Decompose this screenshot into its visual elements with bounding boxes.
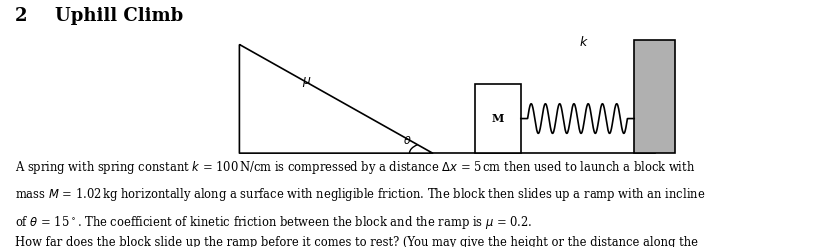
Text: $\theta$: $\theta$ [403, 134, 412, 145]
Text: 2: 2 [15, 7, 28, 25]
Text: $k$: $k$ [579, 35, 589, 49]
Text: mass $M$ = 1.02$\,$kg horizontally along a surface with negligible friction. The: mass $M$ = 1.02$\,$kg horizontally along… [15, 186, 706, 204]
Text: Uphill Climb: Uphill Climb [55, 7, 183, 25]
Text: A spring with spring constant $k$ = 100$\,$N/cm is compressed by a distance $\De: A spring with spring constant $k$ = 100$… [15, 159, 696, 176]
Text: $\mu$: $\mu$ [302, 75, 312, 88]
Text: M: M [491, 113, 504, 124]
Bar [475, 84, 521, 153]
Bar [634, 40, 675, 153]
Text: How far does the block slide up the ramp before it comes to rest? (You may give : How far does the block slide up the ramp… [15, 236, 698, 247]
Text: of $\theta$ = 15$^\circ$. The coefficient of kinetic friction between the block : of $\theta$ = 15$^\circ$. The coefficien… [15, 214, 533, 231]
